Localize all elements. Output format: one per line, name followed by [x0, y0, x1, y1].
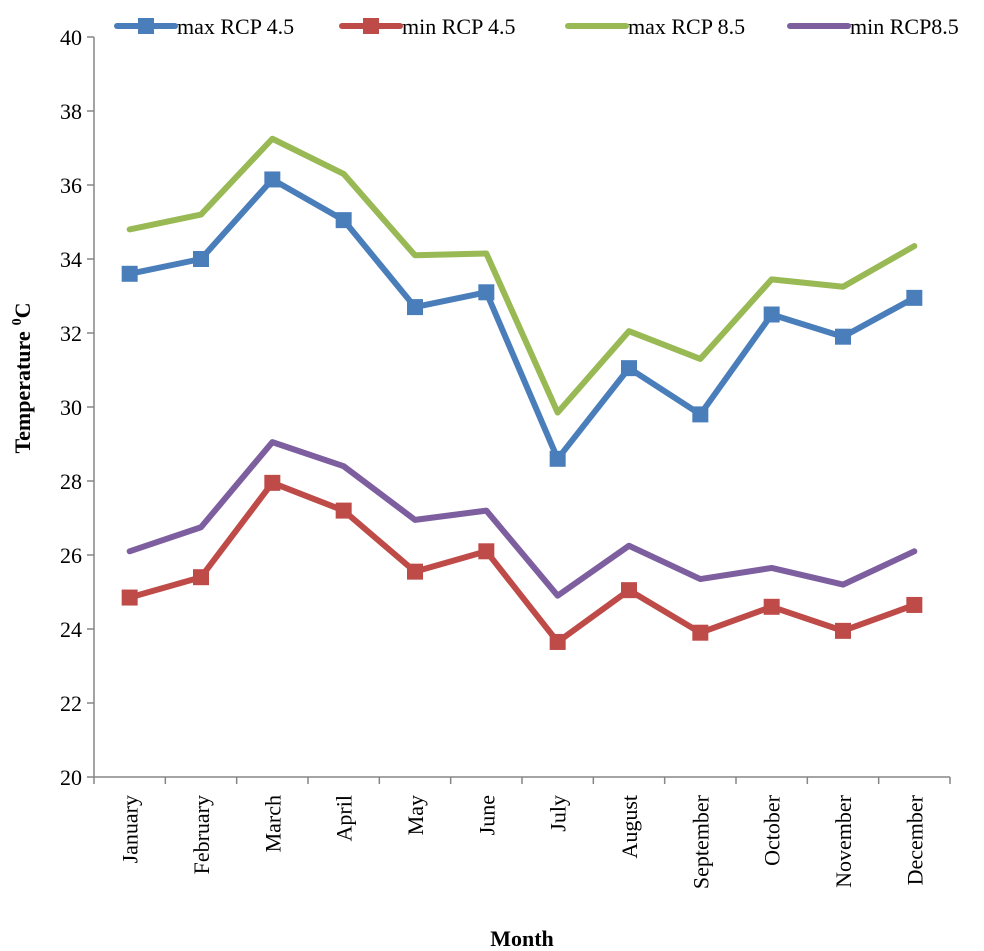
- data-point-marker: [193, 569, 209, 586]
- y-axis-title-text: Temperature: [10, 331, 35, 453]
- x-tick-label: July: [546, 795, 571, 832]
- data-point-marker: [193, 251, 209, 267]
- y-tick-label: 34: [60, 247, 82, 272]
- legend-item: min RCP 4.5: [339, 14, 516, 39]
- data-point-marker: [906, 596, 923, 613]
- y-tick-label: 26: [60, 543, 82, 568]
- x-tick-label: February: [189, 795, 214, 874]
- y-tick-label: 28: [60, 469, 82, 494]
- legend-label: max RCP 4.5: [177, 14, 294, 39]
- data-point-marker: [121, 589, 138, 606]
- y-tick-label: 20: [60, 765, 82, 790]
- series-line: [126, 176, 918, 462]
- y-tick-label: 40: [60, 25, 82, 50]
- series-line: [126, 479, 918, 645]
- data-point-marker: [549, 450, 566, 467]
- y-tick-label: 30: [60, 395, 82, 420]
- y-tick-label: 36: [60, 173, 82, 198]
- data-point-marker: [835, 328, 851, 345]
- data-point-marker: [335, 212, 352, 229]
- series-min-rcp8-5: [126, 439, 918, 599]
- data-point-marker: [763, 598, 780, 615]
- y-axis-title-unit: C: [10, 302, 35, 318]
- x-tick-label: April: [332, 795, 357, 841]
- y-tick-label: 38: [60, 99, 82, 124]
- x-tick-label: August: [617, 795, 642, 859]
- legend-item: max RCP 4.5: [114, 14, 294, 39]
- data-point-marker: [835, 622, 851, 639]
- x-tick-label: January: [118, 795, 143, 863]
- series-line: [126, 439, 918, 599]
- data-point-marker: [621, 582, 637, 599]
- series-layer: [121, 135, 923, 650]
- data-point-marker: [549, 633, 566, 650]
- x-tick-label: March: [260, 795, 285, 852]
- data-point-marker: [335, 502, 352, 519]
- y-axis-title: Temperature 0C: [10, 302, 35, 453]
- legend-label: min RCP8.5: [850, 14, 959, 39]
- y-tick-label: 22: [60, 691, 82, 716]
- series-max-rcp-4-5: [121, 171, 923, 467]
- y-tick-label: 24: [60, 617, 82, 642]
- x-tick-label: June: [474, 795, 499, 835]
- series-line: [126, 135, 918, 416]
- legend-label: max RCP 8.5: [628, 14, 745, 39]
- legend-swatch-marker: [138, 18, 154, 34]
- data-point-marker: [763, 306, 780, 323]
- legend-label: min RCP 4.5: [402, 14, 516, 39]
- legend-item: min RCP8.5: [787, 14, 959, 39]
- x-tick-label: October: [760, 794, 785, 866]
- data-point-marker: [621, 360, 637, 377]
- data-point-marker: [692, 624, 709, 641]
- legend-swatch-marker: [363, 18, 379, 34]
- data-point-marker: [407, 299, 423, 316]
- data-point-marker: [478, 543, 495, 560]
- data-point-marker: [478, 284, 495, 301]
- x-tick-label: November: [831, 794, 856, 888]
- y-axis-title-sup: 0: [10, 318, 25, 325]
- legend-item: max RCP 8.5: [565, 14, 745, 39]
- series-min-rcp-4-5: [121, 474, 923, 650]
- series-max-rcp-8-5: [126, 135, 918, 416]
- data-point-marker: [264, 474, 281, 491]
- legend: max RCP 4.5 min RCP 4.5 max RCP 8.5 min RCP…: [114, 14, 959, 39]
- data-point-marker: [407, 563, 423, 580]
- x-axis-title: Month: [490, 926, 554, 951]
- axes: 20 22 24 26 28 30 32 34 36 38 40 January February Mar…: [60, 25, 951, 889]
- x-tick-label: September: [688, 794, 713, 889]
- x-tick-label: December: [902, 794, 927, 885]
- data-point-marker: [264, 171, 281, 188]
- y-tick-label: 32: [60, 321, 82, 346]
- data-point-marker: [692, 406, 709, 423]
- x-tick-label: May: [403, 795, 428, 835]
- data-point-marker: [906, 289, 923, 306]
- data-point-marker: [121, 265, 138, 282]
